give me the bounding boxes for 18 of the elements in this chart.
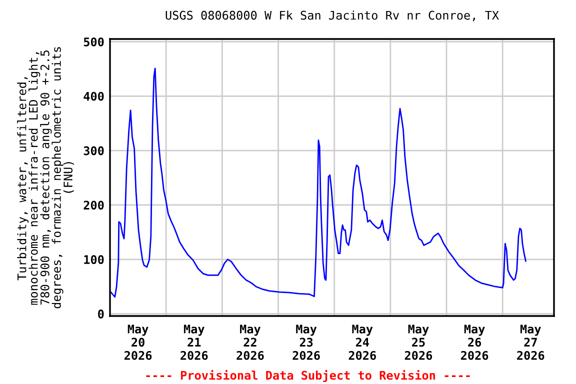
y-tick-label: 300 <box>84 146 104 156</box>
text: ---- Provisional Data Subject to Revision ---- <box>146 370 470 382</box>
y-tick-label: 100 <box>84 255 104 264</box>
x-tick-label: May 26 2026 <box>460 324 488 360</box>
x-tick-label: May 27 2026 <box>517 324 544 360</box>
line-series <box>110 68 526 298</box>
y-axis-title: Turbidity, water, unfiltered, monochrome near infra-red LED light, 780-900 nm, detection angle 90 +-2.5 degrees, formazin nephelometric units (FNU) <box>17 47 74 308</box>
y-tick-label: 0 <box>98 310 104 318</box>
chart-title: USGS 08068000 W Fk San Jacinto Rv nr Conroe, TX <box>166 10 499 22</box>
y-tick-label: 200 <box>84 200 104 210</box>
y-tick-label: 400 <box>84 92 104 101</box>
x-tick-label: May 25 2026 <box>404 324 432 360</box>
x-tick-label: May 21 2026 <box>180 324 208 360</box>
x-tick-label: May 24 2026 <box>348 324 376 360</box>
x-tick-label: May 23 2026 <box>292 324 320 360</box>
y-tick-label: 500 <box>84 37 104 46</box>
x-tick-label: May 22 2026 <box>236 324 264 360</box>
x-tick-label: May 20 2026 <box>124 324 152 360</box>
